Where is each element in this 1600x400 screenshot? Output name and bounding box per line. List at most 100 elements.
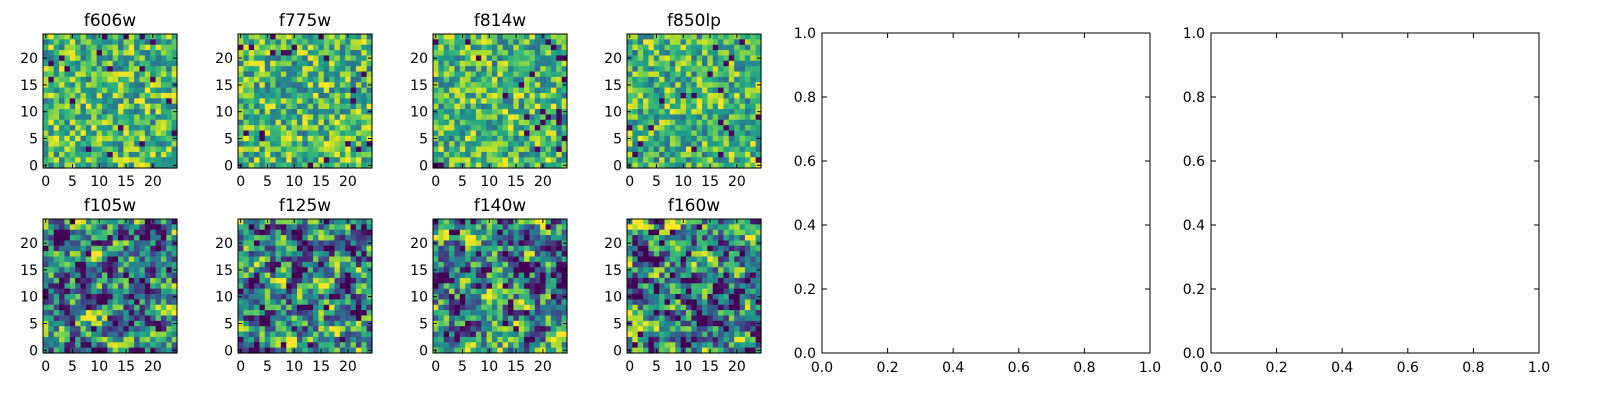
heatmap-cell [696, 229, 703, 236]
heatmap-cell [302, 342, 309, 349]
heatmap-cell [475, 82, 482, 89]
heatmap-cell [144, 299, 151, 306]
heatmap-cell [438, 98, 445, 105]
heatmap-cell [280, 277, 287, 284]
heatmap-cell [96, 277, 103, 284]
heatmap-cell [702, 141, 708, 148]
y-tick-label: 10 [215, 105, 233, 121]
heatmap-cell [449, 55, 456, 62]
heatmap-cell [80, 294, 87, 300]
heatmap-cell [739, 240, 746, 247]
heatmap-cell [339, 288, 346, 295]
heatmap-cell [280, 151, 287, 158]
heatmap-cell [101, 256, 108, 263]
heatmap-cell [139, 92, 146, 99]
heatmap-cell [123, 119, 130, 126]
heatmap-cell [150, 146, 157, 153]
heatmap-cell [280, 331, 287, 338]
heatmap-cell [524, 162, 531, 169]
heatmap-cell [675, 162, 682, 169]
heatmap-cell [545, 125, 552, 132]
heatmap-cell [85, 119, 92, 126]
heatmap-cell [85, 103, 92, 110]
heatmap-cell [112, 60, 119, 67]
heatmap-cell [513, 50, 520, 57]
heatmap-cell [502, 219, 509, 225]
heatmap-cell [53, 219, 60, 225]
heatmap-cell [486, 272, 493, 279]
heatmap-cell [459, 76, 466, 83]
heatmap-cell [449, 277, 456, 284]
heatmap-cell [449, 157, 456, 164]
heatmap-cell [707, 235, 714, 242]
heatmap-cell [155, 277, 162, 284]
heatmap-cell [171, 92, 178, 99]
heatmap-cell [550, 288, 557, 295]
heatmap-cell [470, 299, 477, 306]
heatmap-cell [150, 141, 157, 148]
heatmap-cell [286, 162, 293, 169]
heatmap-cell [637, 157, 644, 164]
heatmap-cell [286, 146, 293, 153]
heatmap-cell [637, 294, 644, 300]
heatmap-cell [286, 82, 293, 89]
heatmap-cell [53, 157, 60, 164]
heatmap-cell [155, 272, 162, 279]
heatmap-cell [627, 66, 633, 73]
heatmap-cell [627, 272, 633, 279]
heatmap-cell [459, 146, 466, 153]
heatmap-cell [112, 141, 119, 148]
heatmap-cell [48, 44, 55, 51]
heatmap-cell [350, 219, 357, 225]
heatmap-cell [85, 240, 92, 247]
heatmap-cell [454, 76, 461, 83]
heatmap-cell [64, 342, 71, 349]
heatmap-cell [144, 336, 151, 343]
heatmap-cell [43, 141, 49, 148]
heatmap-cell [449, 261, 456, 268]
heatmap-cell [345, 240, 352, 247]
heatmap-cell [675, 267, 682, 274]
heatmap-cell [96, 310, 103, 317]
heatmap-cell [561, 92, 568, 99]
heatmap-cell [545, 34, 552, 40]
heatmap-cell [728, 114, 735, 121]
heatmap-cell [739, 119, 746, 126]
heatmap-cell [59, 320, 66, 327]
heatmap-cell [540, 283, 547, 290]
heatmap-cell [323, 315, 330, 322]
heatmap-cell [728, 82, 735, 89]
heatmap-cell [286, 125, 293, 132]
heatmap-cell [334, 261, 341, 268]
heatmap-cell [556, 294, 563, 300]
heatmap-cell [449, 251, 456, 258]
heatmap-cell [491, 336, 498, 343]
heatmap-cell [728, 251, 735, 258]
heatmap-cell [465, 135, 472, 142]
heatmap-cell [486, 157, 493, 164]
heatmap-cell [685, 267, 692, 274]
heatmap-cell [85, 288, 92, 295]
heatmap-cell [675, 39, 682, 46]
heatmap-cell [449, 320, 456, 327]
heatmap-cell [718, 66, 725, 73]
heatmap-cell [296, 151, 303, 158]
heatmap-cell [75, 299, 82, 306]
heatmap-cell [171, 310, 178, 317]
heatmap-cell [339, 151, 346, 158]
heatmap-cell [475, 342, 482, 349]
heatmap-cell [329, 251, 336, 258]
heatmap-cell [508, 272, 514, 279]
heatmap-cell [518, 261, 525, 268]
heatmap-cell [69, 55, 76, 62]
heatmap-cell [361, 87, 368, 94]
heatmap-cell [286, 114, 293, 121]
heatmap-cell [64, 256, 71, 263]
heatmap-cell [144, 71, 151, 78]
x-tick-label: 10 [285, 359, 303, 375]
heatmap-cell [750, 283, 757, 290]
heatmap-cell [755, 146, 762, 153]
heatmap-cell [465, 141, 472, 148]
heatmap-cell [107, 103, 114, 110]
heatmap-cell [755, 157, 762, 164]
